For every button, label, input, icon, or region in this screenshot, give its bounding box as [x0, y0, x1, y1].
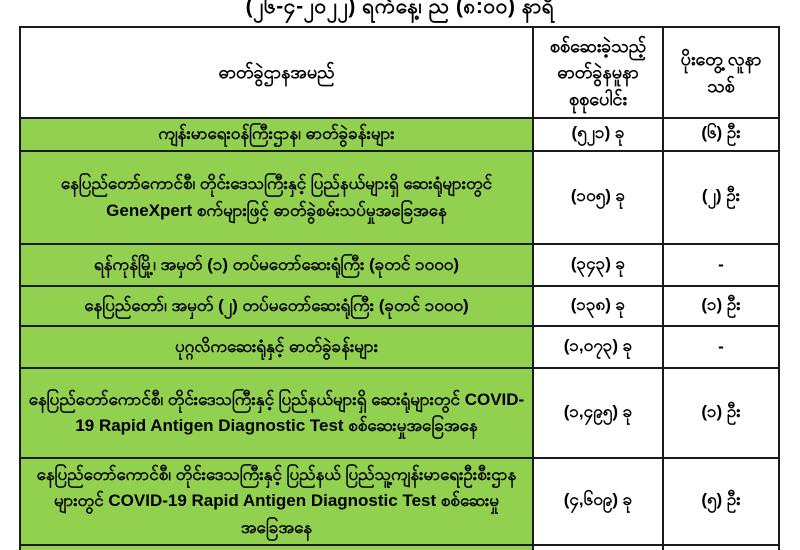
positives-cell: (၆) ဦး — [662, 117, 780, 152]
table-row: ပုဂ္ဂလိကဆေးရုံနှင့် ဓာတ်ခွဲခန်းများ (၁,၀… — [19, 325, 780, 369]
table-row: နေပြည်တော်၊ အမှတ် (၂) တပ်မတော်ဆေးရုံကြီး… — [19, 285, 780, 327]
positives-cell — [662, 544, 780, 550]
positives-cell: (၅) ဦး — [662, 457, 780, 546]
positives-cell: - — [662, 243, 780, 287]
samples-cell: (၃၄၃) ခု — [532, 243, 664, 287]
table-header: ဓာတ်ခွဲဌာနအမည် စစ်ဆေးခဲ့သည့် ဓာတ်ခွဲနမူန… — [19, 26, 780, 119]
lab-name-cell: နေပြည်တော်၊ အမှတ် (၂) တပ်မတော်ဆေးရုံကြီး… — [19, 285, 534, 327]
lab-name-cell: နေပြည်တော်ကောင်စီ၊ တိုင်းဒေသကြီးနှင့် ပြ… — [19, 367, 534, 459]
table-row-clipped — [19, 544, 780, 550]
samples-cell — [532, 544, 664, 550]
lab-results-table: ဓာတ်ခွဲဌာနအမည် စစ်ဆေးခဲ့သည့် ဓာတ်ခွဲနမူန… — [19, 26, 780, 550]
positives-cell: - — [662, 325, 780, 369]
header-new-positives: ပိုးတွေ့ လူနာသစ် — [662, 26, 780, 119]
positives-cell: (၁) ဦး — [662, 285, 780, 327]
lab-name-cell: ပုဂ္ဂလိကဆေးရုံနှင့် ဓာတ်ခွဲခန်းများ — [19, 325, 534, 369]
lab-name-cell: ကျန်းမာရေးဝန်ကြီးဌာန၊ ဓာတ်ခွဲခန်းများ — [19, 117, 534, 152]
samples-cell: (၁,၀၇၃) ခု — [532, 325, 664, 369]
lab-name-cell: ရန်ကုန်မြို့၊ အမှတ် (၁) တပ်မတော်ဆေးရုံကြ… — [19, 243, 534, 287]
table-row: နေပြည်တော်ကောင်စီ၊ တိုင်းဒေသကြီးနှင့် ပြ… — [19, 457, 780, 546]
table-row: နေပြည်တော်ကောင်စီ၊ တိုင်းဒေသကြီးနှင့် ပြ… — [19, 150, 780, 245]
lab-name-cell: နေပြည်တော်ကောင်စီ၊ တိုင်းဒေသကြီးနှင့် ပြ… — [19, 457, 534, 546]
lab-name-cell — [19, 544, 534, 550]
table-row: ရန်ကုန်မြို့၊ အမှတ် (၁) တပ်မတော်ဆေးရုံကြ… — [19, 243, 780, 287]
samples-cell: (၁၃၈) ခု — [532, 285, 664, 327]
lab-name-cell: နေပြည်တော်ကောင်စီ၊ တိုင်းဒေသကြီးနှင့် ပြ… — [19, 150, 534, 245]
samples-cell: (၅၂၁) ခု — [532, 117, 664, 152]
samples-cell: (၄,၆၀၉) ခု — [532, 457, 664, 546]
report-date-title: (၂၆-၄-၂၀၂၂) ရက်နေ့၊ ည (၈:၀၀) နာရီ — [245, 0, 555, 18]
header-lab-name: ဓာတ်ခွဲဌာနအမည် — [19, 26, 534, 119]
table-row: ကျန်းမာရေးဝန်ကြီးဌာန၊ ဓာတ်ခွဲခန်းများ (၅… — [19, 117, 780, 152]
positives-cell: (၁) ဦး — [662, 367, 780, 459]
table-row: နေပြည်တော်ကောင်စီ၊ တိုင်းဒေသကြီးနှင့် ပြ… — [19, 367, 780, 459]
table-body: ကျန်းမာရေးဝန်ကြီးဌာန၊ ဓာတ်ခွဲခန်းများ (၅… — [19, 117, 780, 550]
samples-cell: (၁၀၅) ခု — [532, 150, 664, 245]
positives-cell: (၂) ဦး — [662, 150, 780, 245]
samples-cell: (၁,၄၉၅) ခု — [532, 367, 664, 459]
header-samples-tested: စစ်ဆေးခဲ့သည့် ဓာတ်ခွဲနမူနာ စုစုပေါင်း — [532, 26, 664, 119]
